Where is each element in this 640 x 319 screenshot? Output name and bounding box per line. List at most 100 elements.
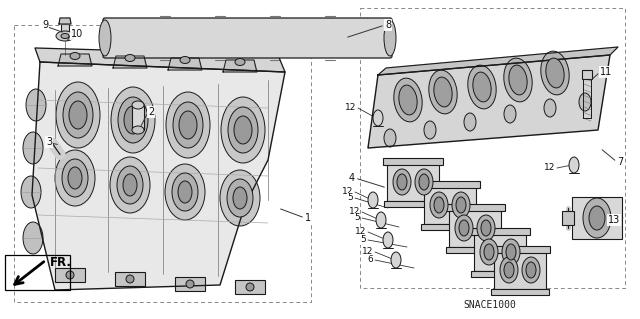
Ellipse shape	[99, 20, 111, 56]
Ellipse shape	[132, 126, 144, 134]
Ellipse shape	[111, 87, 155, 153]
Ellipse shape	[504, 58, 532, 102]
Ellipse shape	[509, 65, 527, 95]
Ellipse shape	[384, 20, 396, 56]
Ellipse shape	[419, 174, 429, 190]
Ellipse shape	[383, 232, 393, 248]
Ellipse shape	[544, 99, 556, 117]
Ellipse shape	[583, 198, 611, 238]
Ellipse shape	[126, 275, 134, 283]
Ellipse shape	[68, 167, 82, 189]
Text: 5: 5	[355, 213, 360, 222]
Ellipse shape	[124, 106, 142, 134]
Bar	[235, 280, 265, 294]
Ellipse shape	[456, 197, 466, 213]
Ellipse shape	[480, 239, 498, 265]
Ellipse shape	[233, 187, 247, 209]
Text: SNACE1000: SNACE1000	[463, 300, 516, 310]
Bar	[360, 8, 625, 288]
Ellipse shape	[178, 181, 192, 203]
Ellipse shape	[166, 92, 210, 158]
Ellipse shape	[125, 55, 135, 62]
Ellipse shape	[504, 262, 514, 278]
Ellipse shape	[455, 215, 473, 241]
Text: 12: 12	[355, 227, 366, 236]
Ellipse shape	[484, 244, 494, 260]
Text: 4: 4	[349, 173, 355, 183]
Text: 12: 12	[349, 207, 360, 217]
Ellipse shape	[434, 197, 444, 213]
Bar	[470, 228, 530, 235]
Ellipse shape	[66, 271, 74, 279]
Ellipse shape	[399, 85, 417, 115]
Bar	[383, 158, 443, 165]
Bar	[5, 255, 70, 290]
Bar	[490, 246, 550, 253]
Ellipse shape	[173, 102, 203, 148]
Ellipse shape	[579, 93, 591, 111]
Ellipse shape	[180, 56, 190, 63]
Text: 10: 10	[71, 29, 83, 39]
Ellipse shape	[110, 157, 150, 213]
Ellipse shape	[376, 212, 386, 228]
Ellipse shape	[235, 58, 245, 65]
Ellipse shape	[246, 283, 254, 291]
Bar	[132, 105, 144, 130]
Ellipse shape	[464, 113, 476, 131]
Text: 12: 12	[543, 164, 555, 173]
Bar	[582, 70, 592, 79]
Ellipse shape	[473, 72, 491, 102]
Ellipse shape	[468, 65, 496, 109]
Polygon shape	[223, 60, 257, 72]
Ellipse shape	[70, 53, 80, 60]
Bar	[471, 271, 529, 277]
Bar	[446, 247, 504, 253]
Text: 12: 12	[344, 103, 356, 113]
Polygon shape	[368, 55, 610, 148]
Bar	[115, 272, 145, 286]
Ellipse shape	[62, 159, 88, 197]
Ellipse shape	[394, 78, 422, 122]
Ellipse shape	[459, 220, 469, 236]
Ellipse shape	[481, 220, 491, 236]
Polygon shape	[59, 18, 71, 24]
Bar	[445, 204, 505, 211]
Ellipse shape	[430, 192, 448, 218]
Text: FR.: FR.	[50, 256, 72, 269]
Ellipse shape	[504, 105, 516, 123]
Ellipse shape	[118, 97, 148, 143]
Ellipse shape	[234, 116, 252, 144]
Ellipse shape	[429, 70, 457, 114]
Bar	[424, 186, 476, 224]
Ellipse shape	[397, 174, 407, 190]
Ellipse shape	[522, 257, 540, 283]
Text: 6: 6	[367, 256, 373, 264]
Ellipse shape	[569, 157, 579, 173]
Ellipse shape	[23, 132, 43, 164]
Ellipse shape	[227, 179, 253, 217]
Ellipse shape	[228, 107, 258, 153]
Ellipse shape	[546, 58, 564, 88]
Bar	[449, 209, 501, 247]
Text: 1: 1	[305, 213, 311, 223]
Polygon shape	[32, 62, 285, 290]
Text: 7: 7	[617, 157, 623, 167]
Text: 2: 2	[148, 107, 154, 117]
Ellipse shape	[526, 262, 536, 278]
Polygon shape	[58, 54, 92, 66]
Polygon shape	[113, 56, 147, 68]
Text: 8: 8	[385, 20, 391, 30]
Text: 12: 12	[342, 188, 353, 197]
Ellipse shape	[172, 173, 198, 211]
Bar	[491, 289, 549, 295]
Ellipse shape	[500, 257, 518, 283]
Ellipse shape	[424, 121, 436, 139]
Ellipse shape	[123, 174, 137, 196]
Text: 3: 3	[46, 137, 52, 147]
Ellipse shape	[373, 110, 383, 126]
Bar	[175, 277, 205, 291]
Bar	[384, 201, 442, 207]
FancyBboxPatch shape	[103, 18, 392, 58]
Ellipse shape	[56, 31, 74, 41]
Ellipse shape	[165, 164, 205, 220]
